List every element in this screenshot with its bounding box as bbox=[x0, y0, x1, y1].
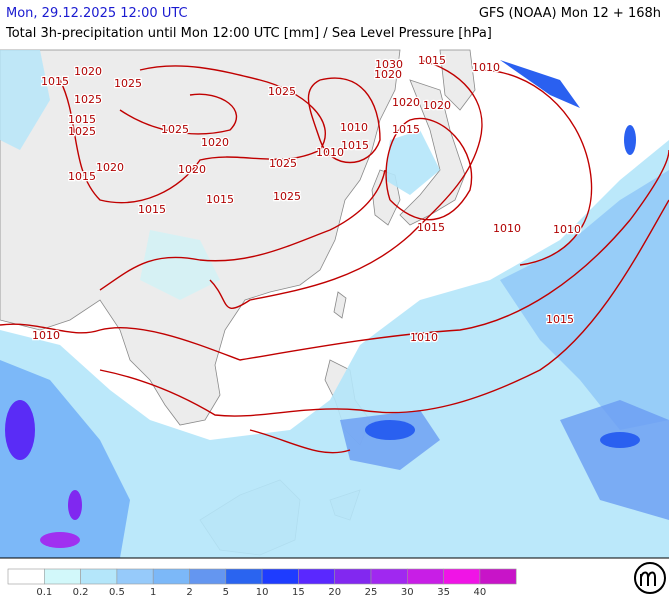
isobar-label: 1015 bbox=[206, 193, 234, 206]
isobar-label: 1025 bbox=[273, 190, 301, 203]
legend-label: 10 bbox=[256, 587, 269, 598]
legend-swatch bbox=[7, 568, 45, 585]
legend-swatch bbox=[261, 568, 299, 585]
isobar-label: 1015 bbox=[392, 123, 420, 136]
legend-label: 0.5 bbox=[109, 587, 125, 598]
valid-time: Mon, 29.12.2025 12:00 UTC bbox=[6, 6, 188, 21]
isobar-label: 1025 bbox=[68, 125, 96, 138]
precipitation bbox=[0, 50, 669, 558]
legend-swatch bbox=[298, 568, 335, 585]
legend-swatch bbox=[443, 568, 481, 585]
isobar-label: 1015 bbox=[417, 221, 445, 234]
isobar-label: 1020 bbox=[201, 136, 229, 149]
isobar-label: 1020 bbox=[178, 163, 206, 176]
isobar-label: 1015 bbox=[341, 139, 369, 152]
isobar-label: 1010 bbox=[493, 222, 521, 235]
legend-swatch bbox=[334, 568, 372, 585]
isobar-label: 1010 bbox=[410, 331, 438, 344]
legend: 0.1 0.2 0.5 1 2 5 10 15 20 25 30 35 40 bbox=[7, 568, 517, 598]
isobar-label: 1010 bbox=[472, 61, 500, 74]
legend-swatch bbox=[406, 568, 444, 585]
isobar-label: 1025 bbox=[268, 85, 296, 98]
isobar-label: 1015 bbox=[418, 54, 446, 67]
isobar-label: 1015 bbox=[138, 203, 166, 216]
logo bbox=[634, 562, 666, 594]
isobar-label: 1010 bbox=[553, 223, 581, 236]
legend-swatch bbox=[152, 568, 190, 585]
isobar-label: 1020 bbox=[392, 96, 420, 109]
legend-swatch bbox=[479, 568, 517, 585]
isobar-label: 1020 bbox=[74, 65, 102, 78]
isobar-label: 1025 bbox=[74, 93, 102, 106]
legend-label: 40 bbox=[474, 587, 487, 598]
legend-swatch bbox=[80, 568, 118, 585]
legend-swatch bbox=[43, 568, 81, 585]
isobar-label: 1015 bbox=[546, 313, 574, 326]
legend-label: 2 bbox=[186, 587, 192, 598]
legend-swatch bbox=[189, 568, 227, 585]
isobar-label: 1015 bbox=[41, 75, 69, 88]
isobar-label: 1010 bbox=[340, 121, 368, 134]
legend-label: 15 bbox=[292, 587, 305, 598]
legend-label: 30 bbox=[401, 587, 414, 598]
legend-label: 5 bbox=[223, 587, 229, 598]
isobar-label: 1015 bbox=[68, 170, 96, 183]
isobar-label: 1025 bbox=[269, 157, 297, 170]
legend-label: 0.1 bbox=[36, 587, 52, 598]
legend-swatch bbox=[370, 568, 408, 585]
isobar-label: 1025 bbox=[161, 123, 189, 136]
legend-label: 0.2 bbox=[73, 587, 89, 598]
isobar-label: 1010 bbox=[316, 146, 344, 159]
legend-swatch bbox=[116, 568, 154, 585]
isobar-label: 1020 bbox=[374, 68, 402, 81]
legend-label: 1 bbox=[150, 587, 156, 598]
legend-label: 25 bbox=[365, 587, 378, 598]
isobar-label: 1020 bbox=[423, 99, 451, 112]
subtitle: Total 3h-precipitation until Mon 12:00 U… bbox=[6, 26, 492, 41]
legend-label: 20 bbox=[328, 587, 341, 598]
isobar-label: 1015 bbox=[68, 113, 96, 126]
isobars bbox=[0, 59, 669, 454]
model-run: GFS (NOAA) Mon 12 + 168h bbox=[478, 6, 661, 21]
legend-label: 35 bbox=[437, 587, 450, 598]
legend-swatch bbox=[225, 568, 263, 585]
isobar-label: 1020 bbox=[96, 161, 124, 174]
isobar-label: 1010 bbox=[32, 329, 60, 342]
isobar-labels: 1015102010251025101510251020101510251020… bbox=[31, 53, 583, 346]
isobar-label: 1030 bbox=[375, 58, 403, 71]
isobar-label: 1025 bbox=[114, 77, 142, 90]
